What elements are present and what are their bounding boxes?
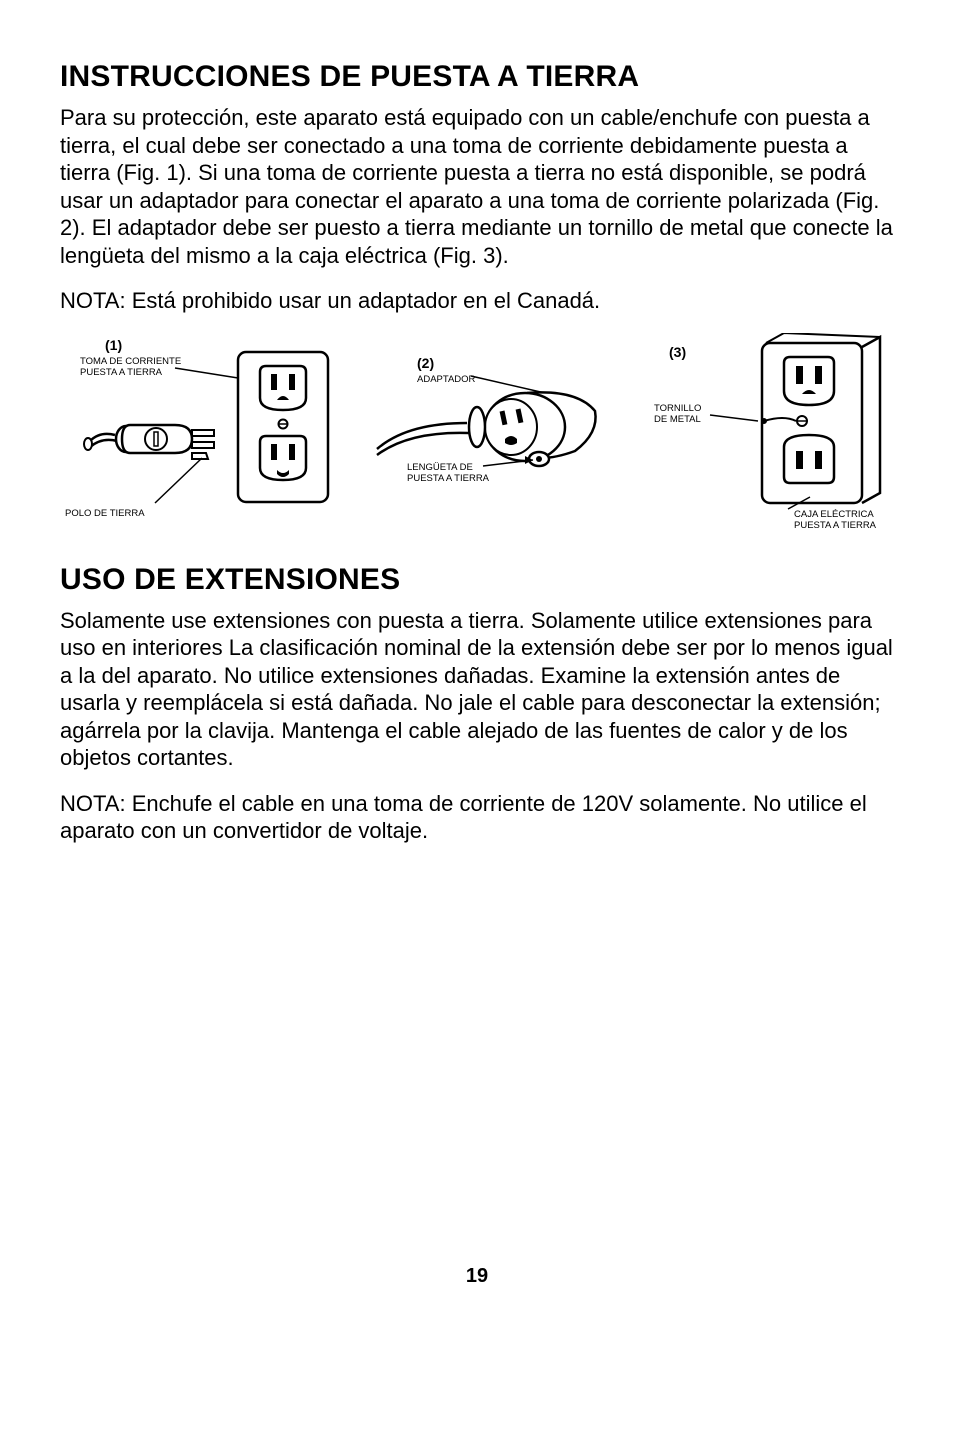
- fig3-box-l1: CAJA ELÉCTRICA: [794, 509, 874, 520]
- page-number: 19: [60, 1265, 894, 1288]
- figure-2-svg: (2) ADAPTADOR: [347, 338, 627, 528]
- figure-3-svg: (3): [644, 333, 894, 533]
- fig3-screw-l2: DE METAL: [654, 414, 701, 425]
- fig1-outlet-l2: PUESTA A TIERRA: [80, 367, 163, 378]
- fig2-num-text: (2): [417, 355, 434, 371]
- figure-2: (2) ADAPTADOR: [347, 338, 627, 528]
- section2-note: NOTA: Enchufe el cable en una toma de co…: [60, 790, 894, 845]
- section2-body: Solamente use extensiones con puesta a t…: [60, 607, 894, 772]
- fig1-num-text: (1): [105, 338, 122, 353]
- fig3-screw-l1: TORNILLO: [654, 403, 701, 414]
- section2-heading: USO DE EXTENSIONES: [60, 563, 894, 597]
- figure-1: (1) TOMA DE CORRIENTE PUESTA A TIERRA: [60, 338, 330, 528]
- figure-3: (3): [644, 333, 894, 533]
- fig3-box-l2: PUESTA A TIERRA: [794, 520, 877, 531]
- fig1-outlet-l1: TOMA DE CORRIENTE: [80, 356, 181, 367]
- figures-row: (1) TOMA DE CORRIENTE PUESTA A TIERRA: [60, 333, 894, 533]
- fig2-tab-l1: LENGÜETA DE: [407, 462, 473, 473]
- section1-note: NOTA: Está prohibido usar un adaptador e…: [60, 287, 894, 315]
- fig3-num-text: (3): [669, 344, 686, 360]
- figure-1-svg: (1) TOMA DE CORRIENTE PUESTA A TIERRA: [60, 338, 330, 528]
- section1-body: Para su protección, este aparato está eq…: [60, 104, 894, 269]
- fig1-ground-pin: POLO DE TIERRA: [65, 508, 145, 519]
- fig2-adapter: ADAPTADOR: [417, 374, 476, 385]
- fig2-tab-l2: PUESTA A TIERRA: [407, 473, 490, 484]
- section1-heading: INSTRUCCIONES DE PUESTA A TIERRA: [60, 60, 894, 94]
